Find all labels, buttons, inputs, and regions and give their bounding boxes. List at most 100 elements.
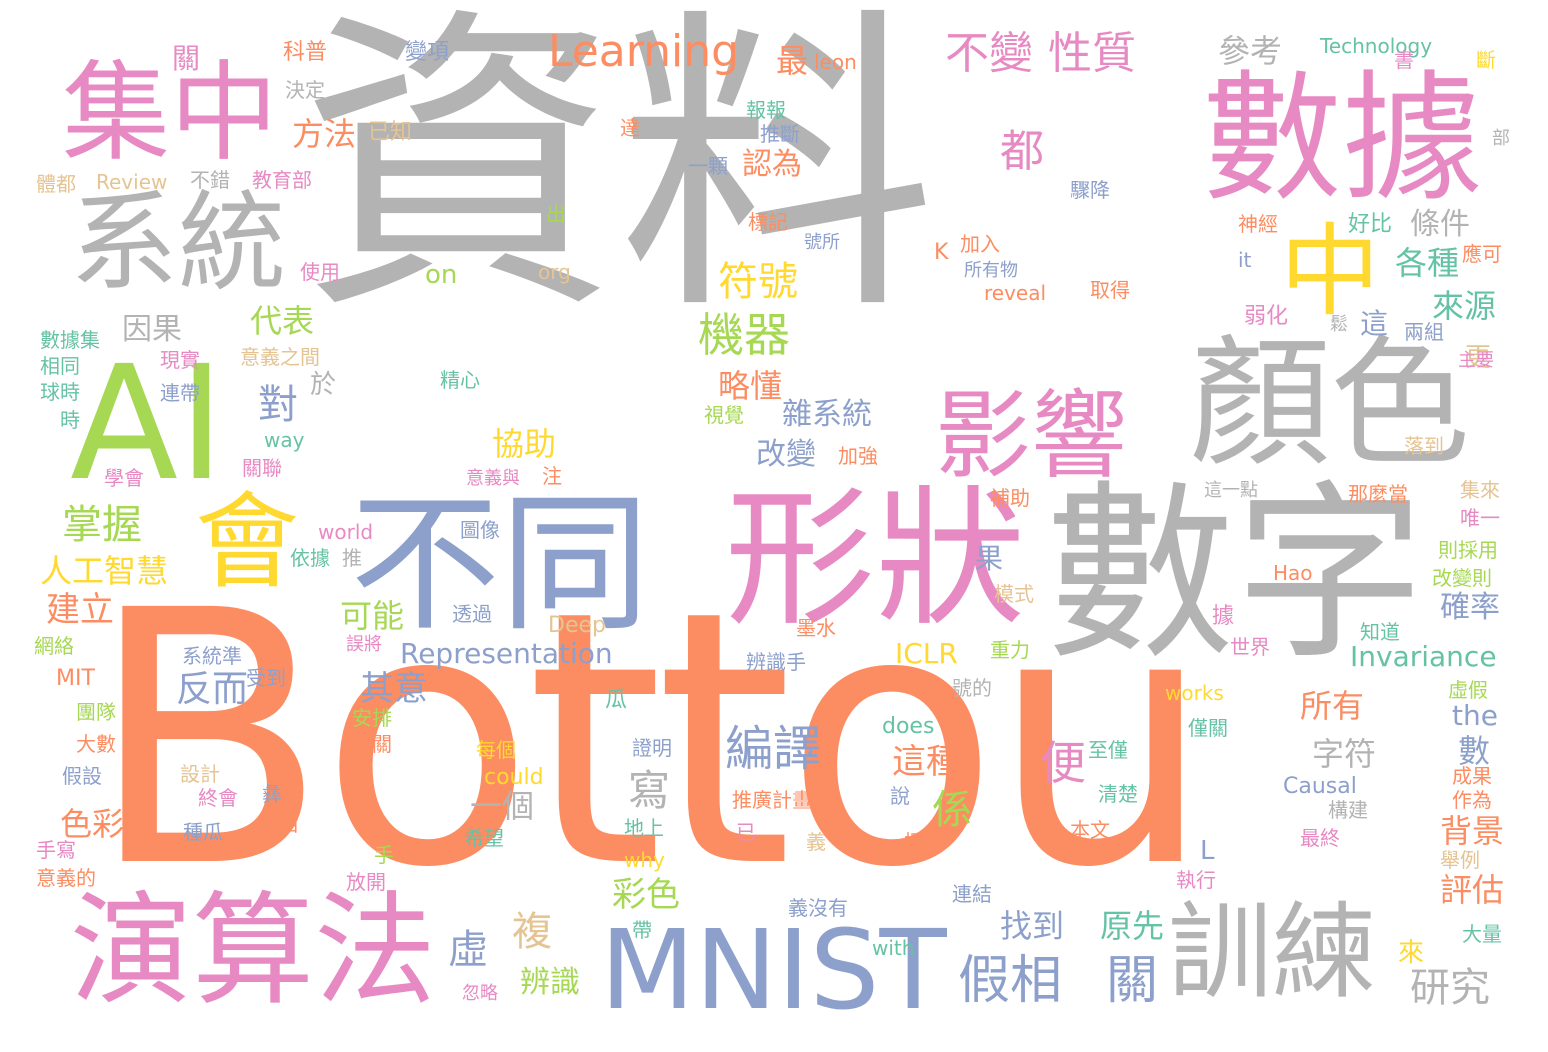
word-leon: leon (814, 50, 857, 74)
word-gaibianze: 改變則 (1432, 566, 1492, 590)
word-yiyizhijian: 意義之間 (240, 345, 320, 369)
word-zhuyao: 主要 (1458, 350, 1494, 371)
word-chengguo: 成果 (1452, 764, 1492, 788)
word-zhangwo: 掌握 (62, 502, 142, 548)
word-bucuo: 不錯 (190, 168, 230, 192)
word-xuehui: 學會 (104, 466, 144, 490)
word-xingzhi: 性質 (1048, 28, 1136, 79)
word-gua: 瓜 (605, 688, 628, 713)
word-suoyou: 所有 (1300, 687, 1365, 725)
word-tidou: 體都 (36, 172, 76, 196)
word-moshui: 墨水 (796, 616, 836, 640)
word-shijie: 世界 (1230, 635, 1270, 659)
word-wangluo: 網絡 (34, 634, 74, 658)
word-jiashe: 假設 (62, 764, 102, 788)
word-shuzi: 數字 (1045, 464, 1426, 685)
word-benwen: 本文 (1070, 818, 1110, 842)
word-xie: 寫 (628, 766, 671, 815)
word-jueding: 決定 (285, 78, 325, 102)
word-qiyi: 其意 (360, 669, 428, 709)
word-shoudao: 受到 (246, 666, 286, 690)
word-renwei: 認為 (742, 147, 802, 182)
word-why: why (624, 848, 665, 872)
word-fuhao: 符號 (718, 259, 798, 305)
word-could: could (484, 765, 544, 790)
word-shuju: 數據 (1202, 58, 1483, 221)
word-guan-big: 關 (1106, 951, 1159, 1011)
word-hui: 會 (195, 481, 300, 603)
word-juli: 舉例 (1440, 848, 1480, 872)
word-xi: 係 (932, 787, 972, 833)
word-xunlian: 訓練 (1168, 891, 1377, 1013)
word-reveal: reveal (984, 281, 1047, 305)
word-xujia: 虛假 (1448, 678, 1488, 702)
word-it: it (1238, 248, 1252, 272)
word-jinguan: 僅關 (1188, 716, 1228, 740)
word-representation: Representation (400, 637, 613, 670)
word-fangkai: 放開 (346, 870, 386, 894)
word-zhaodao: 找到 (1000, 907, 1065, 945)
word-shi: 時 (60, 408, 80, 432)
word-xianshi: 現實 (160, 348, 200, 372)
word-deep: Deep (548, 613, 606, 638)
word-mit: MIT (56, 666, 95, 691)
word-daibiao: 代表 (250, 302, 315, 340)
word-tankan: 探勘 (904, 830, 944, 854)
word-shu-small: 數 (1458, 732, 1491, 770)
word-bianyi: 編譯 (725, 721, 822, 777)
word-world: world (318, 520, 374, 544)
word-xingzhuang: 形狀 (725, 473, 1026, 647)
word-way: way (264, 428, 305, 452)
word-dou: 都 (1000, 126, 1044, 177)
word-bianshi: 辨識 (520, 965, 580, 1000)
word-tuandui: 團隊 (76, 700, 116, 724)
word-haosuo: 號所 (804, 232, 840, 253)
word-geng: 更 (1465, 343, 1492, 373)
word-shuo: 說 (890, 784, 910, 808)
word-laiyuan: 來源 (1432, 287, 1497, 325)
word-butong: 不同 (350, 478, 651, 652)
word-qiushi: 球時 (40, 380, 80, 404)
word-invariance: Invariance (1350, 640, 1497, 673)
word-causal: Causal (1283, 774, 1357, 799)
word-jiqi: 機器 (698, 308, 790, 362)
word-fu: 複 (512, 909, 552, 955)
word-jianli: 建立 (46, 590, 114, 630)
word-jiaoyubu: 教育部 (252, 168, 312, 192)
word-zheng: 正 (236, 830, 256, 854)
word-rengongzhihui: 人工智慧 (40, 552, 169, 590)
word-yanjiu: 研究 (1410, 965, 1490, 1011)
word-qude: 取得 (1090, 278, 1130, 302)
word-zuowei: 作為 (1452, 788, 1492, 812)
word-bu: 部 (1492, 128, 1510, 149)
word-jilai: 集來 (1460, 478, 1500, 502)
word-zhengming: 證明 (632, 736, 672, 760)
word-yiyide: 意義的 (36, 866, 96, 890)
word-shijue: 視覺 (704, 403, 744, 427)
word-xiangtong: 相同 (40, 354, 80, 378)
word-on: on (425, 260, 458, 290)
word-daliang: 大量 (1462, 922, 1502, 946)
word-zhong: 中 (1280, 213, 1380, 330)
word-xitongzhun: 系統準 (182, 644, 242, 668)
word-bubian: 不變 (945, 28, 1033, 79)
word-yizhi: 已知 (368, 120, 413, 145)
word-luodao: 落到 (1404, 434, 1444, 458)
word-ju: 據 (1212, 604, 1235, 629)
word-k: K (934, 240, 949, 265)
word-zhu: 注 (542, 464, 562, 488)
word-jiaqiang: 加強 (838, 444, 878, 468)
word-liangzu: 兩組 (1404, 320, 1444, 344)
word-yi3: 彝 (262, 782, 282, 806)
word-luedong: 略懂 (718, 367, 783, 405)
word-caise: 彩色 (612, 875, 680, 915)
word-suoyouwu: 所有物 (964, 260, 1018, 281)
word-kepu: 科普 (283, 40, 328, 65)
word-tiaojian: 條件 (1410, 207, 1470, 242)
word-shou: 手 (374, 843, 394, 867)
word-yimeiyou: 義沒有 (788, 896, 848, 920)
word-lianjie: 連結 (952, 882, 992, 906)
word-hulue: 忽略 (462, 983, 498, 1004)
word-jiaru: 加入 (960, 232, 1000, 256)
word-the: the (1452, 699, 1498, 732)
